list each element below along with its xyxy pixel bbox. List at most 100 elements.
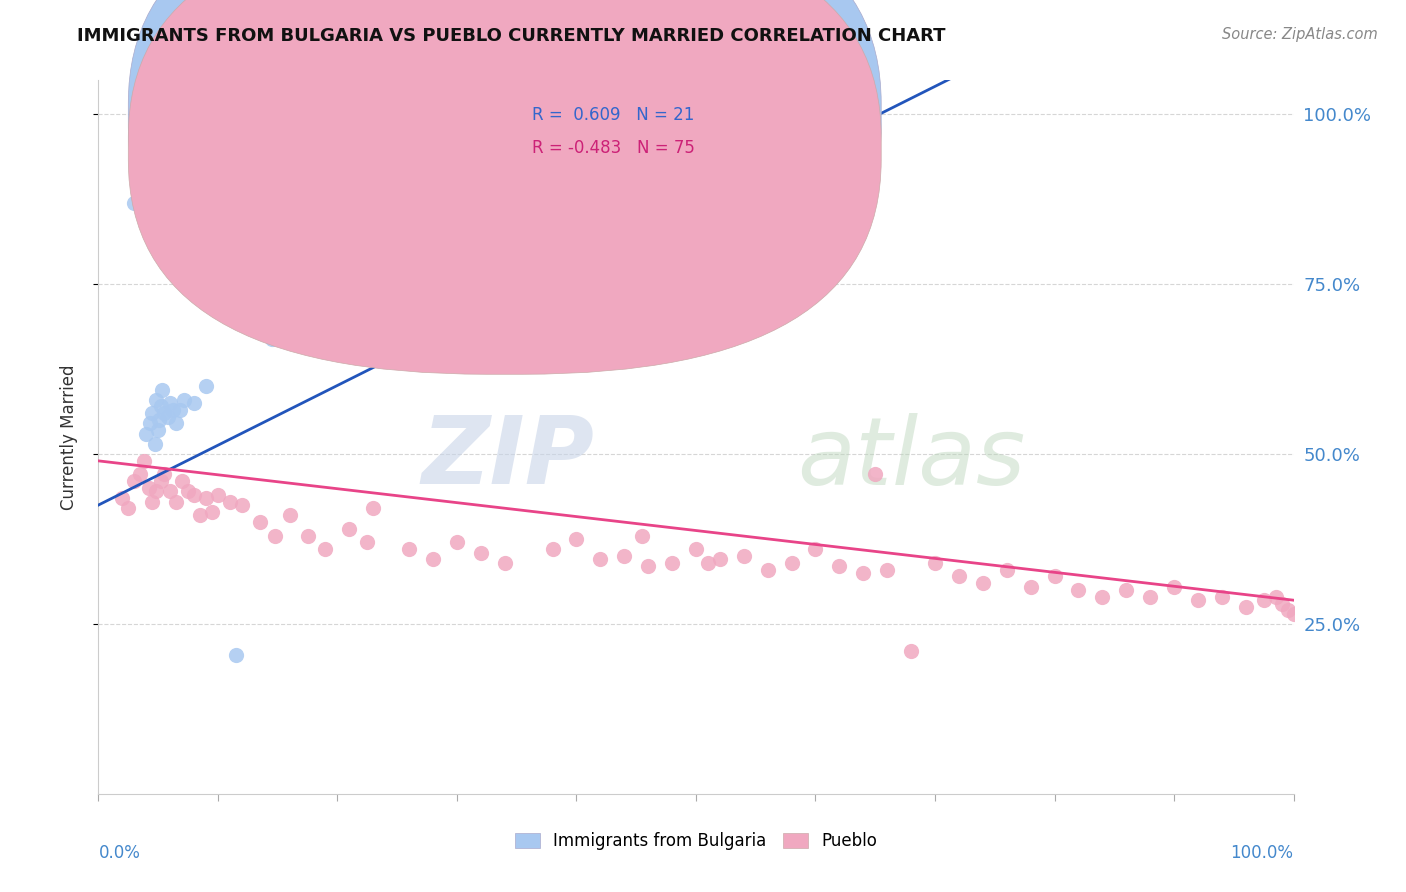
Point (756, 563, 779, 577)
Point (356, 535, 378, 549)
Point (1271, 597, 1294, 611)
Point (1211, 590, 1233, 604)
Point (132, 454, 155, 468)
Point (183, 488, 205, 502)
Point (145, 392, 167, 407)
Point (780, 556, 803, 570)
Point (1234, 599, 1257, 614)
Point (1043, 569, 1066, 583)
Point (1091, 590, 1114, 604)
Point (1163, 580, 1185, 594)
Point (156, 409, 179, 424)
Point (1282, 607, 1305, 621)
Point (972, 576, 994, 591)
Point (900, 644, 922, 658)
Text: Source: ZipAtlas.com: Source: ZipAtlas.com (1222, 27, 1378, 42)
Point (260, 332, 283, 346)
Point (149, 400, 172, 414)
Point (374, 328, 396, 343)
Point (188, 508, 211, 523)
Text: 0.0%: 0.0% (98, 844, 141, 862)
Point (219, 494, 242, 508)
Point (177, 484, 200, 499)
Point (135, 426, 157, 441)
Point (876, 563, 898, 577)
Point (1115, 582, 1137, 597)
Point (1253, 593, 1275, 607)
Point (153, 406, 176, 420)
Point (172, 475, 194, 489)
Point (231, 498, 253, 512)
Point (162, 403, 184, 417)
Point (124, 475, 146, 489)
Point (145, 484, 167, 499)
Point (159, 396, 181, 410)
Point (149, 475, 172, 489)
Point (924, 556, 946, 570)
Point (165, 494, 187, 508)
Point (153, 467, 176, 482)
Point (148, 423, 170, 437)
Point (1139, 590, 1161, 604)
Point (150, 383, 173, 397)
Point (948, 569, 970, 583)
Point (697, 556, 720, 570)
FancyBboxPatch shape (128, 0, 882, 375)
Point (661, 556, 683, 570)
Point (169, 403, 191, 417)
Point (565, 532, 588, 546)
Point (494, 556, 516, 570)
Point (139, 417, 162, 431)
Point (804, 542, 827, 557)
Legend: Immigrants from Bulgaria, Pueblo: Immigrants from Bulgaria, Pueblo (508, 826, 884, 857)
Point (852, 566, 875, 580)
Point (159, 484, 181, 499)
Text: R = -0.483   N = 75: R = -0.483 N = 75 (533, 139, 695, 157)
Point (1067, 582, 1090, 597)
Point (141, 494, 163, 508)
Y-axis label: Currently Married: Currently Married (59, 364, 77, 510)
Point (733, 549, 755, 563)
Point (148, 413, 170, 427)
Point (141, 406, 163, 420)
Point (195, 491, 218, 506)
Point (541, 542, 564, 557)
Point (297, 528, 319, 542)
Text: atlas: atlas (797, 413, 1026, 504)
Point (517, 301, 540, 315)
Text: 100.0%: 100.0% (1230, 844, 1294, 862)
Point (828, 559, 851, 574)
Point (541, 229, 564, 244)
Point (589, 552, 612, 566)
Point (1187, 593, 1209, 607)
FancyBboxPatch shape (128, 0, 882, 341)
Point (315, 542, 337, 557)
Point (207, 488, 229, 502)
Point (249, 515, 271, 529)
Point (111, 491, 134, 506)
Point (470, 546, 492, 560)
Point (117, 501, 139, 516)
Point (195, 379, 218, 393)
Point (201, 505, 224, 519)
Point (124, 195, 146, 210)
Point (138, 481, 160, 495)
Text: IMMIGRANTS FROM BULGARIA VS PUEBLO CURRENTLY MARRIED CORRELATION CHART: IMMIGRANTS FROM BULGARIA VS PUEBLO CURRE… (77, 27, 946, 45)
Point (709, 552, 731, 566)
Point (225, 648, 247, 662)
Point (1277, 603, 1299, 617)
Point (339, 522, 361, 536)
Point (143, 437, 166, 451)
Point (446, 535, 468, 549)
Point (995, 563, 1018, 577)
Point (637, 559, 659, 574)
Point (173, 392, 195, 407)
Point (422, 552, 444, 566)
Point (363, 501, 385, 516)
Point (1019, 580, 1042, 594)
Point (631, 528, 654, 542)
Point (183, 396, 205, 410)
Point (865, 467, 887, 482)
FancyBboxPatch shape (470, 91, 786, 173)
Point (129, 467, 152, 482)
